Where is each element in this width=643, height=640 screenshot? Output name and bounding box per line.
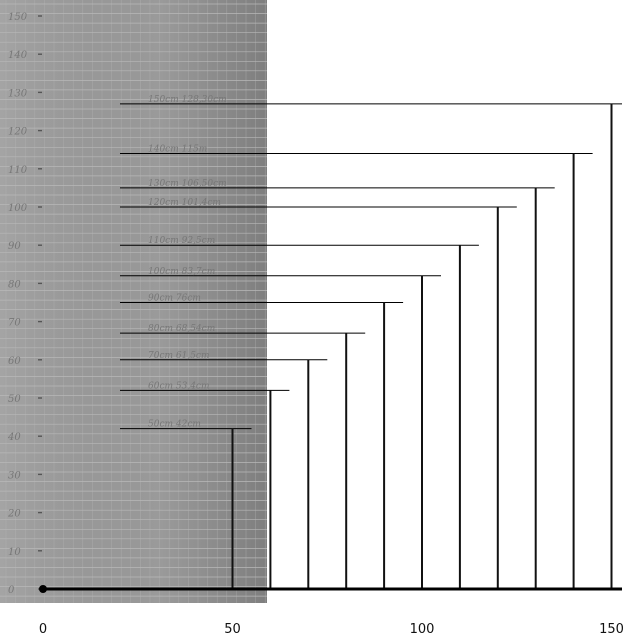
x-axis — [39, 585, 622, 593]
x-tick-label: 100 — [410, 622, 435, 637]
y-tick-label: 20 — [7, 509, 21, 520]
bar-annotation: 120cm 101,4cm — [148, 198, 221, 208]
y-tick-label: 80 — [8, 279, 21, 290]
origin-dot — [39, 585, 47, 593]
bar-annotation: 150cm 128,30cm — [148, 95, 227, 105]
bar-annotation: 90cm 76cm — [148, 294, 201, 304]
y-tick-label: 110 — [8, 165, 28, 176]
bars — [231, 103, 613, 589]
x-tick-labels: 0 50 100 150 — [39, 622, 624, 637]
x-tick-label: 150 — [599, 622, 624, 637]
y-tick-label: 140 — [8, 50, 28, 61]
bar-annotation: 110cm 92,5cm — [148, 236, 215, 246]
y-tick-label: 90 — [8, 241, 21, 252]
bar-annotation: 100cm 83,7cm — [148, 267, 215, 277]
annotation-guide-lines — [120, 103, 622, 430]
bar-annotation: 60cm 53,4cm — [148, 381, 210, 391]
y-tick-label: 10 — [8, 547, 21, 558]
y-tick-label: 70 — [8, 318, 21, 329]
y-tick-label: 0 — [8, 585, 15, 596]
bar-annotation: 130cm 106,50cm — [148, 179, 227, 189]
y-tick-label: 130 — [8, 88, 28, 99]
y-tick-label: 50 — [8, 394, 21, 405]
paper-grid-lines — [0, 0, 267, 603]
y-tick-label: 60 — [8, 356, 21, 367]
y-tick-label: 40 — [7, 432, 21, 443]
bar-annotation: 80cm 68,54cm — [148, 324, 215, 334]
bar-annotation: 50cm 42cm — [148, 420, 201, 430]
y-tick-label: 100 — [8, 203, 28, 214]
bar-annotation: 140cm 115m — [148, 145, 207, 155]
y-tick-label: 150 — [8, 12, 28, 23]
y-tick-label: 30 — [8, 470, 21, 481]
y-tick-label: 120 — [8, 127, 28, 138]
bar-annotation: 70cm 61,5cm — [148, 351, 210, 361]
annotations: 50cm 42cm 60cm 53,4cm 70cm 61,5cm 80cm 68,5… — [148, 95, 227, 430]
x-tick-label: 50 — [224, 622, 241, 637]
x-tick-label: 0 — [39, 622, 47, 637]
